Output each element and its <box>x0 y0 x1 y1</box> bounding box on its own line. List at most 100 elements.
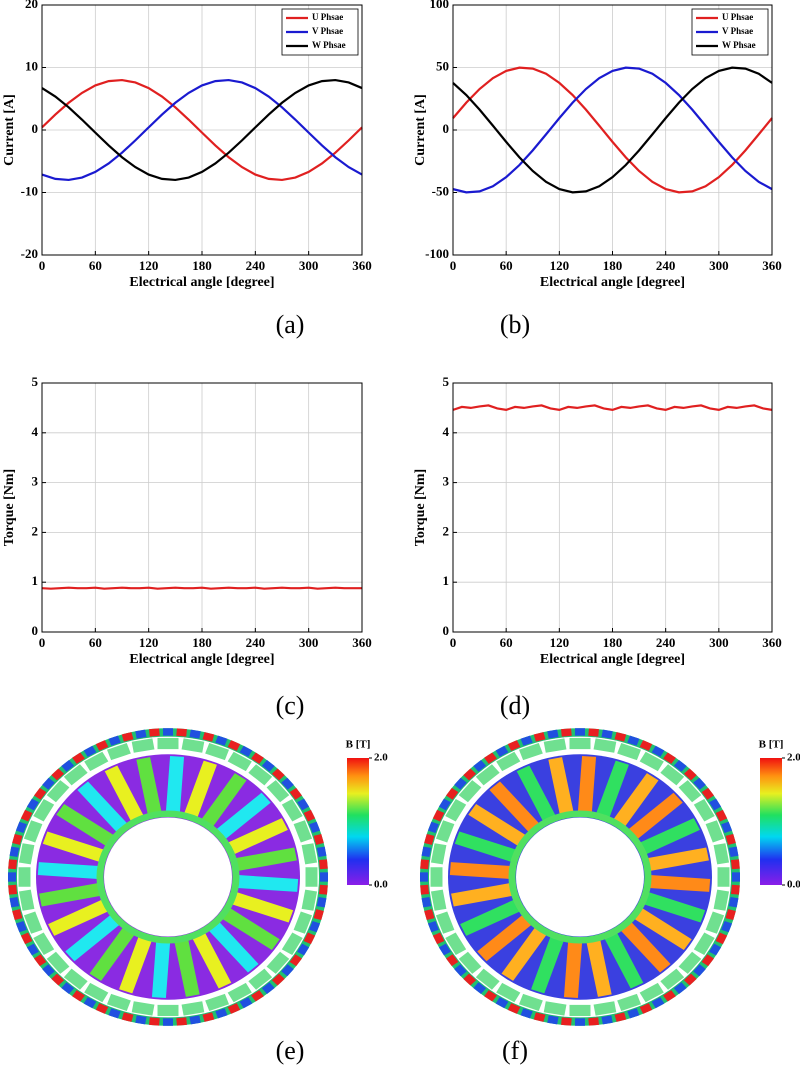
magnet-block <box>62 967 90 992</box>
ring-spot <box>316 896 327 908</box>
ring-spot <box>176 728 187 737</box>
y-tick-label: 2 <box>443 523 450 538</box>
magnet-block <box>17 866 32 888</box>
ring-spot <box>26 798 39 811</box>
x-tick-label: 360 <box>762 635 782 650</box>
stator-tooth <box>618 919 671 973</box>
stator-tooth <box>577 755 597 817</box>
y-tick-label: 4 <box>443 424 450 439</box>
stator-tooth <box>224 818 288 856</box>
magnet-block <box>130 1000 156 1017</box>
ring-spot <box>26 943 39 956</box>
ring-spot <box>473 760 487 772</box>
colorbar-tick-label: 0.0 <box>787 879 800 891</box>
panel-caption: (f) <box>502 1036 528 1065</box>
x-tick-label: 60 <box>500 258 513 273</box>
stator-tooth <box>460 898 524 936</box>
ring-spot <box>730 859 740 870</box>
magnet-block <box>658 967 686 992</box>
legend-label: W Phsae <box>722 40 756 50</box>
y-tick-label: 20 <box>25 0 38 11</box>
ring-spot <box>163 728 173 736</box>
ring-spot <box>721 821 733 834</box>
ring-spot <box>424 909 435 921</box>
ring-spot <box>721 920 733 933</box>
stator-tooth <box>190 929 232 989</box>
ring-spot <box>189 729 201 739</box>
y-tick-label: 3 <box>443 474 450 489</box>
legend-label: V Phsae <box>722 26 753 36</box>
ring-spot <box>693 777 706 790</box>
ring-spot <box>495 745 509 757</box>
series-line <box>41 78 363 182</box>
magnet-block <box>615 741 643 762</box>
magnet-block <box>542 1000 568 1017</box>
ring-spot <box>651 997 665 1009</box>
y-tick-label: 0 <box>443 121 450 136</box>
magnet-block <box>31 797 56 823</box>
x-tick-label: 120 <box>550 635 570 650</box>
y-axis-label: Current [A] <box>2 94 17 166</box>
y-axis-label: Torque [Nm] <box>413 469 428 546</box>
magnet-block <box>638 750 666 773</box>
ring-spot <box>72 752 85 764</box>
ring-spot <box>561 1017 572 1026</box>
y-tick-label: 10 <box>25 58 38 73</box>
magnet-block <box>226 750 254 773</box>
ring-spot <box>420 872 428 882</box>
ring-spot <box>51 768 65 781</box>
colorbar <box>347 758 369 885</box>
magnet-block <box>300 888 319 912</box>
ring-spot <box>215 1008 228 1019</box>
ring-spot <box>227 740 241 751</box>
plot-frame <box>41 4 363 256</box>
ring-spot <box>121 732 134 742</box>
ring-spot <box>639 1003 653 1014</box>
y-tick-label: 1 <box>32 573 39 588</box>
magnet-block <box>265 950 291 976</box>
magnet-block <box>130 737 156 754</box>
ring-spot <box>627 735 640 746</box>
ring-spot <box>271 768 285 781</box>
x-tick-label: 360 <box>762 258 782 273</box>
colorbar-tick-label: 2.0 <box>787 752 800 764</box>
ring-spot <box>12 833 23 845</box>
magnet-block <box>677 778 703 804</box>
ring-spot <box>318 884 328 895</box>
ring-spot <box>20 809 33 822</box>
plot-frame <box>452 4 773 256</box>
stator-tooth <box>643 847 709 872</box>
ring-spot <box>20 932 33 945</box>
stator-tooth <box>636 818 700 856</box>
ring-spot <box>108 735 121 746</box>
magnet-block <box>280 931 305 957</box>
y-tick-label: -20 <box>21 246 38 261</box>
series-line <box>452 404 773 412</box>
ring-spot <box>163 1018 173 1026</box>
magnet-block <box>429 888 448 912</box>
ring-spot <box>72 990 85 1002</box>
series-line <box>41 78 363 182</box>
x-tick-label: 60 <box>89 258 102 273</box>
ring-spot <box>601 1015 613 1025</box>
magnet-block <box>45 778 71 804</box>
ring-spot <box>34 954 47 967</box>
ring-spot <box>446 954 459 967</box>
magnet-block <box>704 819 726 844</box>
magnet-block <box>638 981 666 1004</box>
stator-tooth <box>48 898 112 936</box>
magnet-block <box>712 888 731 912</box>
stator-tooth <box>218 905 280 951</box>
x-tick-label: 180 <box>192 258 212 273</box>
series-line <box>452 66 773 194</box>
ring-spot <box>251 990 264 1002</box>
ring-spot <box>189 1015 201 1025</box>
ring-spot <box>135 729 147 739</box>
stator-tooth <box>594 760 629 822</box>
ring-spot <box>709 943 722 956</box>
y-tick-label: -10 <box>21 183 38 198</box>
ring-spot <box>673 982 687 994</box>
y-tick-label: 5 <box>32 374 39 389</box>
ring-spot <box>281 777 294 790</box>
